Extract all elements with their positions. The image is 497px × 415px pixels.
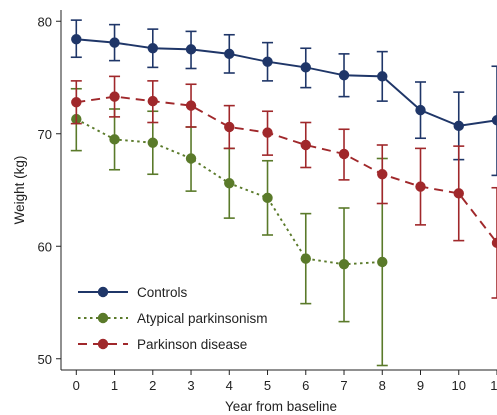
data-point bbox=[147, 43, 158, 54]
legend-marker bbox=[97, 286, 109, 298]
legend-label: Controls bbox=[137, 285, 188, 300]
y-axis-title: Weight (kg) bbox=[12, 156, 27, 225]
data-point bbox=[109, 91, 120, 102]
data-point bbox=[300, 139, 311, 151]
series-0 bbox=[70, 19, 497, 177]
x-tick-label: 3 bbox=[187, 378, 194, 393]
data-point bbox=[377, 256, 388, 268]
y-tick-label: 50 bbox=[38, 352, 52, 367]
x-tick-label: 7 bbox=[340, 378, 347, 393]
data-point bbox=[185, 44, 197, 55]
x-tick-label: 0 bbox=[73, 378, 80, 393]
legend-label: Atypical parkinsonism bbox=[137, 311, 268, 326]
data-point bbox=[300, 62, 311, 73]
data-point bbox=[415, 104, 426, 116]
data-point bbox=[300, 253, 311, 264]
x-tick-label: 9 bbox=[417, 378, 424, 393]
data-point bbox=[147, 137, 158, 148]
legend-marker bbox=[97, 338, 109, 350]
data-point bbox=[453, 120, 464, 132]
data-point bbox=[338, 148, 350, 160]
data-point bbox=[338, 259, 350, 270]
data-point bbox=[224, 178, 235, 189]
data-point bbox=[262, 192, 273, 204]
y-tick-label: 80 bbox=[38, 14, 52, 29]
data-point bbox=[338, 70, 350, 81]
legend-label: Parkinson disease bbox=[137, 337, 247, 352]
data-point bbox=[377, 169, 388, 180]
data-point bbox=[453, 188, 464, 199]
data-point bbox=[109, 134, 120, 145]
y-tick-label: 60 bbox=[38, 239, 52, 254]
x-tick-label: 4 bbox=[226, 378, 233, 393]
data-point bbox=[71, 97, 82, 108]
legend: Controls Atypical parkinsonism Parkinson d… bbox=[78, 285, 268, 352]
x-axis-title: Year from baseline bbox=[225, 399, 337, 414]
axes: 50 60 70 80 0 1 2 3 4 5 6 7 8 9 10 11 bbox=[38, 10, 497, 393]
data-point bbox=[491, 237, 497, 249]
data-point bbox=[71, 34, 82, 45]
data-point bbox=[147, 95, 158, 107]
data-point bbox=[262, 127, 273, 138]
series-line bbox=[76, 38, 497, 127]
series-line bbox=[76, 95, 497, 244]
data-point bbox=[415, 181, 426, 192]
data-point bbox=[224, 121, 235, 133]
data-point bbox=[377, 71, 388, 82]
x-tick-label: 8 bbox=[379, 378, 386, 393]
series-2 bbox=[70, 75, 497, 299]
x-tick-label: 11 bbox=[490, 378, 497, 393]
data-point bbox=[185, 100, 197, 111]
x-tick-label: 10 bbox=[452, 378, 466, 393]
data-point bbox=[224, 48, 235, 60]
data-point bbox=[262, 56, 273, 67]
x-tick-label: 1 bbox=[111, 378, 118, 393]
y-tick-label: 70 bbox=[38, 127, 52, 142]
legend-marker bbox=[97, 312, 109, 324]
data-point bbox=[109, 37, 120, 48]
x-tick-label: 2 bbox=[149, 378, 156, 393]
data-point bbox=[491, 115, 497, 126]
data-point bbox=[185, 153, 197, 164]
plot-area bbox=[70, 19, 497, 367]
x-tick-label: 6 bbox=[302, 378, 309, 393]
x-tick-label: 5 bbox=[264, 378, 271, 393]
